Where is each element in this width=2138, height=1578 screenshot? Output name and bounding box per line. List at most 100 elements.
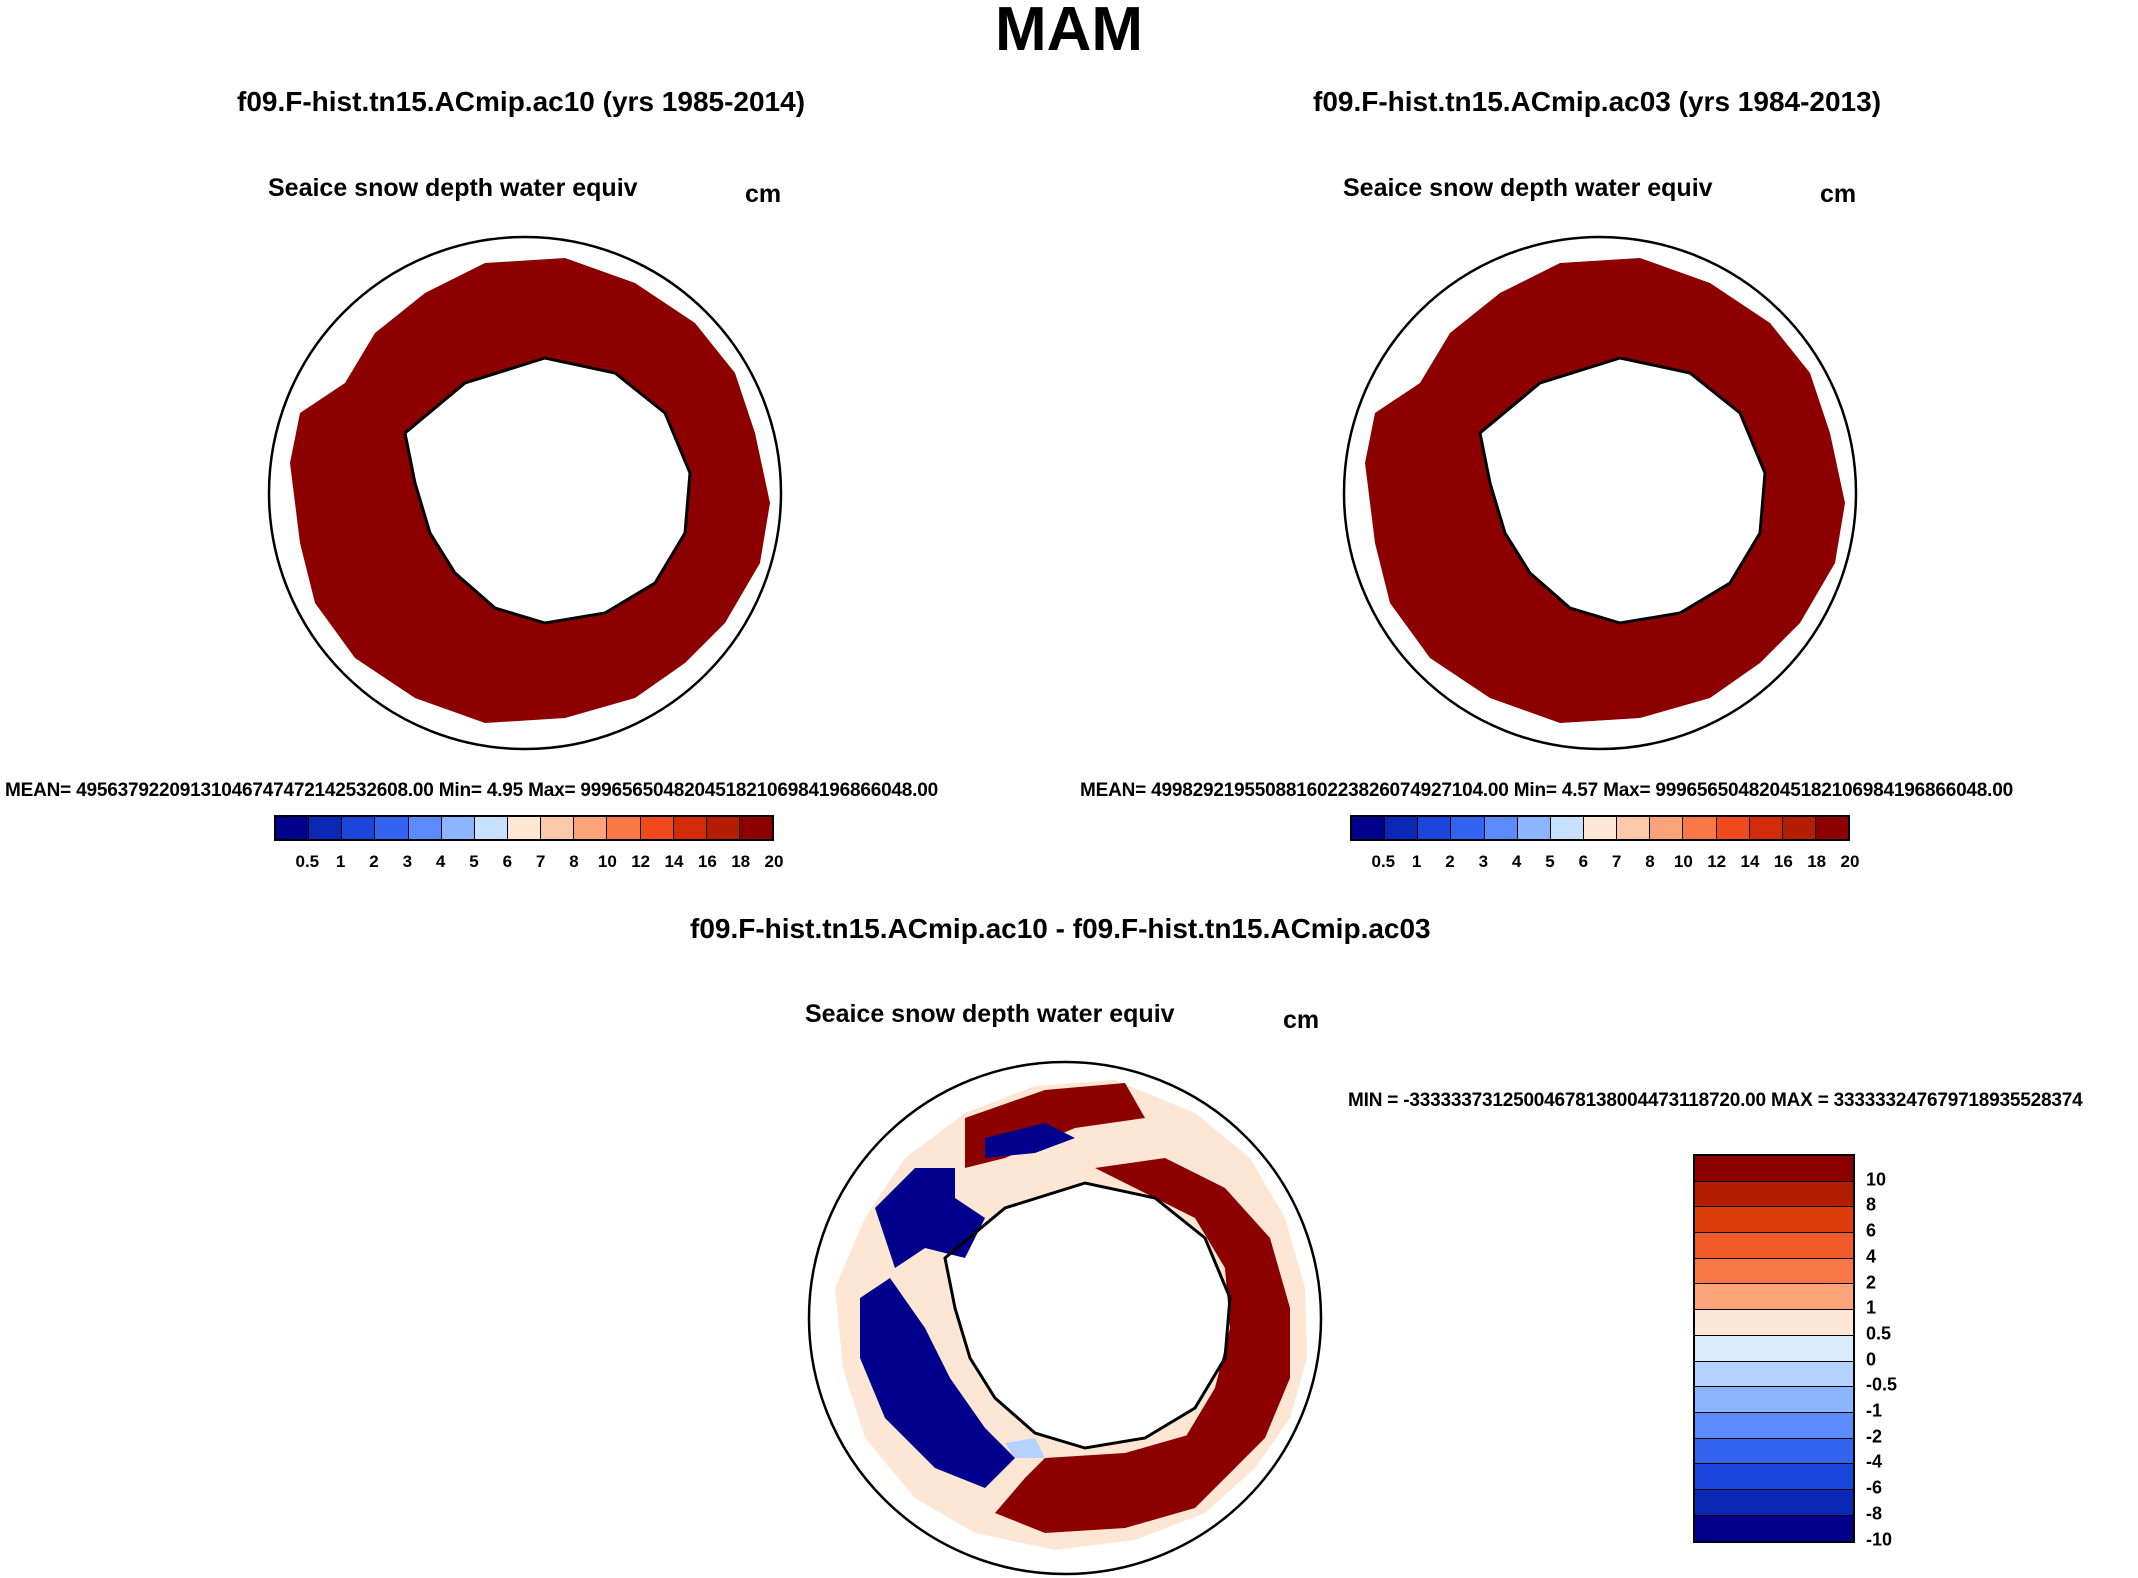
- colorbar-label: 2: [1445, 852, 1455, 871]
- colorbar-label: 5: [1545, 852, 1555, 871]
- colorbar-label: 10: [1673, 852, 1693, 871]
- panel-2-map-boundary: [1342, 235, 1858, 751]
- colorbar-swatch: [541, 817, 575, 839]
- panel-1-colorbar-labels: 0.5 1 2 3 4 5 6 7 8 10 12 14 16 18 20: [274, 852, 784, 874]
- colorbar-swatch: [1418, 817, 1452, 839]
- diff-colorbar-label: 1: [1866, 1297, 1877, 1318]
- panel-1-stats: MEAN= 49563792209131046747472142532608.0…: [5, 780, 938, 801]
- colorbar-label: 4: [435, 852, 446, 871]
- diff-colorbar-swatch: [1695, 1233, 1853, 1259]
- colorbar-swatch: [1617, 817, 1651, 839]
- colorbar-label: 20: [764, 852, 784, 871]
- colorbar-swatch: [1385, 817, 1419, 839]
- diff-stats: MIN = -33333373125004678138004473118720.…: [1348, 1090, 2083, 1111]
- colorbar-label: 8: [569, 852, 579, 871]
- diff-colorbar-swatch: [1695, 1438, 1853, 1465]
- diff-colorbar-label: 4: [1866, 1246, 1877, 1267]
- colorbar-swatch: [441, 817, 475, 839]
- colorbar-label: 0.5: [1371, 852, 1396, 871]
- colorbar-swatch: [1550, 817, 1584, 839]
- panel-1-units: cm: [745, 180, 782, 208]
- colorbar-label: 16: [697, 852, 717, 871]
- colorbar-label: 12: [1707, 852, 1727, 871]
- colorbar-swatch: [1484, 817, 1518, 839]
- colorbar-swatch: [1517, 817, 1551, 839]
- colorbar-label: 7: [1611, 852, 1622, 871]
- colorbar-swatch: [276, 817, 310, 839]
- colorbar-swatch: [673, 817, 707, 839]
- diff-antarctica-coastline: [943, 1181, 1232, 1450]
- colorbar-label: 6: [1578, 852, 1589, 871]
- colorbar-swatch: [607, 817, 641, 839]
- colorbar-swatch: [640, 817, 674, 839]
- colorbar-swatch: [1683, 817, 1717, 839]
- panel-2-sea-ice-field: [1365, 258, 1845, 723]
- panel-1-polar-map: [267, 235, 783, 751]
- colorbar-label: 2: [369, 852, 379, 871]
- colorbar-swatch: [706, 817, 740, 839]
- diff-colorbar-swatch: [1695, 1387, 1853, 1413]
- colorbar-label: 12: [631, 852, 651, 871]
- diff-colorbar-label: -8: [1866, 1503, 1883, 1524]
- diff-colorbar-label: -0.5: [1866, 1374, 1898, 1395]
- diff-colorbar-label: -6: [1866, 1477, 1883, 1498]
- panel-2-antarctica-coastline: [1478, 356, 1767, 625]
- panel-2-case-title: f09.F-hist.tn15.ACmip.ac03 (yrs 1984-201…: [1313, 86, 1882, 117]
- colorbar-label: 3: [1478, 852, 1489, 871]
- diff-colorbar-label: -10: [1866, 1529, 1893, 1549]
- colorbar-label: 14: [1740, 852, 1760, 871]
- diff-colorbar-label: -4: [1866, 1451, 1883, 1472]
- colorbar-swatch: [1716, 817, 1750, 839]
- panel-2-colorbar: [1350, 815, 1850, 841]
- diff-colorbar-label: 10: [1866, 1169, 1887, 1190]
- panel-2-units: cm: [1820, 180, 1857, 208]
- diff-variable-title: Seaice snow depth water equiv: [805, 1000, 1175, 1028]
- diff-colorbar-swatch: [1695, 1361, 1853, 1388]
- diff-case-title: f09.F-hist.tn15.ACmip.ac10 - f09.F-hist.…: [690, 913, 1431, 944]
- panel-2-colorbar-labels: 0.5 1 2 3 4 5 6 7 8 10 12 14 16 18 20: [1350, 852, 1860, 874]
- diff-colorbar-label: 0.5: [1866, 1323, 1892, 1344]
- panel-1-case-title: f09.F-hist.tn15.ACmip.ac10 (yrs 1985-201…: [237, 86, 806, 117]
- colorbar-label: 16: [1773, 852, 1793, 871]
- colorbar-label: 20: [1840, 852, 1860, 871]
- colorbar-label: 18: [731, 852, 751, 871]
- diff-colorbar-label: 0: [1866, 1349, 1877, 1370]
- colorbar-label: 3: [402, 852, 413, 871]
- colorbar-label: 5: [469, 852, 479, 871]
- colorbar-swatch: [1749, 817, 1783, 839]
- panel-2-variable-title: Seaice snow depth water equiv: [1343, 174, 1713, 202]
- colorbar-swatch: [1583, 817, 1618, 839]
- diff-units: cm: [1283, 1006, 1320, 1034]
- colorbar-swatch: [1782, 817, 1816, 839]
- panel-2-polar-map: [1342, 235, 1858, 751]
- colorbar-label: 0.5: [295, 852, 320, 871]
- diff-colorbar-swatch: [1695, 1335, 1853, 1362]
- colorbar-swatch: [1650, 817, 1684, 839]
- panel-1-variable-title: Seaice snow depth water equiv: [268, 174, 638, 202]
- colorbar-swatch: [474, 817, 508, 839]
- colorbar-swatch: [408, 817, 442, 839]
- colorbar-swatch: [739, 817, 773, 839]
- diff-colorbar-swatch: [1695, 1515, 1853, 1542]
- diff-colorbar-swatch: [1695, 1181, 1853, 1208]
- colorbar-label: 7: [535, 852, 546, 871]
- colorbar-swatch: [1815, 817, 1849, 839]
- panel-2-stats: MEAN= 49982921955088160223826074927104.0…: [1080, 780, 2013, 801]
- diff-colorbar-label: 6: [1866, 1220, 1877, 1241]
- diff-colorbar-swatch: [1695, 1464, 1853, 1490]
- colorbar-swatch: [507, 817, 542, 839]
- colorbar-swatch: [375, 817, 409, 839]
- diff-colorbar-label: 2: [1866, 1272, 1877, 1292]
- diff-colorbar-swatch: [1695, 1258, 1853, 1285]
- panel-1-map-boundary: [267, 235, 783, 751]
- diff-colorbar-swatch: [1695, 1412, 1853, 1439]
- figure-title: MAM: [994, 0, 1144, 64]
- diff-colorbar: [1693, 1154, 1855, 1544]
- colorbar-label: 1: [1411, 852, 1422, 871]
- colorbar-label: 6: [502, 852, 513, 871]
- diff-colorbar-label: 8: [1866, 1194, 1877, 1215]
- diff-field: [835, 1080, 1307, 1550]
- colorbar-swatch: [342, 817, 376, 839]
- diff-colorbar-swatch: [1695, 1310, 1853, 1336]
- colorbar-label: 1: [335, 852, 346, 871]
